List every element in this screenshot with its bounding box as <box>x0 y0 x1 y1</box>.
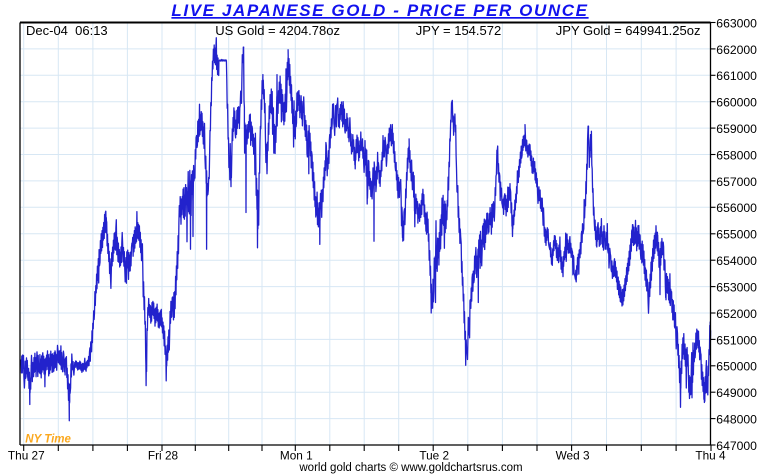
svg-text:Thu 4: Thu 4 <box>695 449 726 463</box>
svg-text:648000: 648000 <box>716 413 757 427</box>
svg-text:LIVE JAPANESE GOLD - PRICE PER: LIVE JAPANESE GOLD - PRICE PER OUNCE <box>171 1 588 20</box>
svg-text:world gold charts © www.goldch: world gold charts © www.goldchartsrus.co… <box>298 462 522 474</box>
svg-text:Dec-04 06:13: Dec-04 06:13 <box>26 23 108 38</box>
svg-text:656000: 656000 <box>716 201 757 215</box>
svg-text:662000: 662000 <box>716 43 757 57</box>
svg-text:Wed 3: Wed 3 <box>556 449 590 463</box>
svg-text:651000: 651000 <box>716 333 757 347</box>
svg-text:663000: 663000 <box>716 16 757 30</box>
svg-text:US Gold = 4204.78oz: US Gold = 4204.78oz <box>215 23 340 38</box>
svg-text:650000: 650000 <box>716 360 757 374</box>
svg-text:659000: 659000 <box>716 122 757 136</box>
svg-text:Mon 1: Mon 1 <box>280 449 313 463</box>
svg-text:654000: 654000 <box>716 254 757 268</box>
svg-text:652000: 652000 <box>716 307 757 321</box>
svg-text:JPY Gold = 649941.25oz: JPY Gold = 649941.25oz <box>556 23 701 38</box>
svg-text:658000: 658000 <box>716 148 757 162</box>
svg-text:657000: 657000 <box>716 175 757 189</box>
svg-text:660000: 660000 <box>716 96 757 110</box>
svg-text:Tue 2: Tue 2 <box>419 449 449 463</box>
svg-text:653000: 653000 <box>716 281 757 295</box>
svg-text:Fri 28: Fri 28 <box>148 449 179 463</box>
svg-text:Thu 27: Thu 27 <box>8 449 45 463</box>
svg-text:661000: 661000 <box>716 69 757 83</box>
svg-text:655000: 655000 <box>716 228 757 242</box>
svg-text:JPY = 154.572: JPY = 154.572 <box>416 23 501 38</box>
svg-text:647000: 647000 <box>716 439 757 453</box>
svg-text:649000: 649000 <box>716 386 757 400</box>
svg-text:NY Time: NY Time <box>25 433 71 445</box>
